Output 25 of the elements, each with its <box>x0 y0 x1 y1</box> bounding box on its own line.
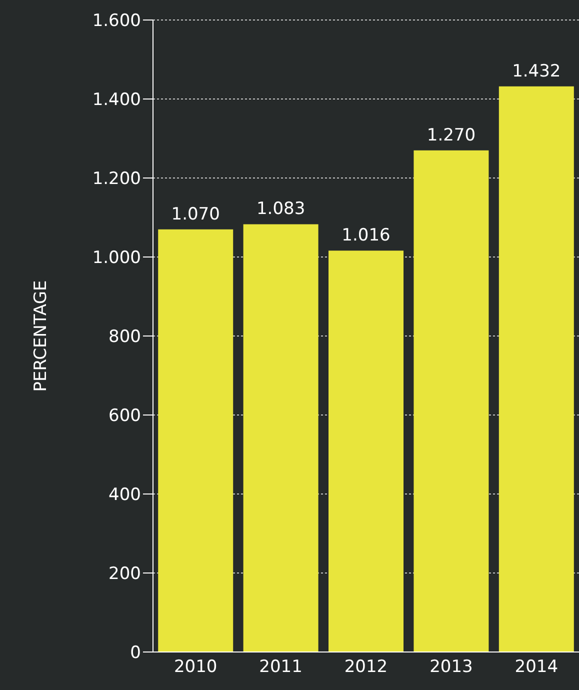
y-tick-label: 1.400 <box>92 90 141 110</box>
x-tick-label: 2010 <box>174 657 218 678</box>
y-tick-label: 400 <box>108 485 141 506</box>
x-tick-label: 2014 <box>514 657 558 678</box>
data-label: 1.432 <box>512 61 561 82</box>
y-tick-label: 200 <box>108 564 141 584</box>
data-label: 1.083 <box>256 199 306 220</box>
y-tick-label: 1.600 <box>92 11 141 32</box>
bar <box>414 150 489 652</box>
y-tick-label: 1.200 <box>92 169 141 190</box>
x-tick-label: 2013 <box>430 657 473 678</box>
y-tick-label: 800 <box>108 327 141 348</box>
y-tick-label: 1.000 <box>92 248 141 268</box>
bar <box>498 86 574 652</box>
data-label: 1.270 <box>426 125 476 146</box>
bar <box>243 224 318 652</box>
bar <box>158 229 234 652</box>
x-tick-label: 2011 <box>259 657 302 678</box>
data-label: 1.016 <box>342 226 390 246</box>
data-label: 1.070 <box>171 204 220 224</box>
bar <box>328 250 404 652</box>
y-tick-label: 600 <box>108 406 141 426</box>
x-tick-label: 2012 <box>344 657 388 678</box>
y-tick-label: 0 <box>130 643 141 664</box>
y-axis-title: PERCENTAGE <box>31 280 52 392</box>
